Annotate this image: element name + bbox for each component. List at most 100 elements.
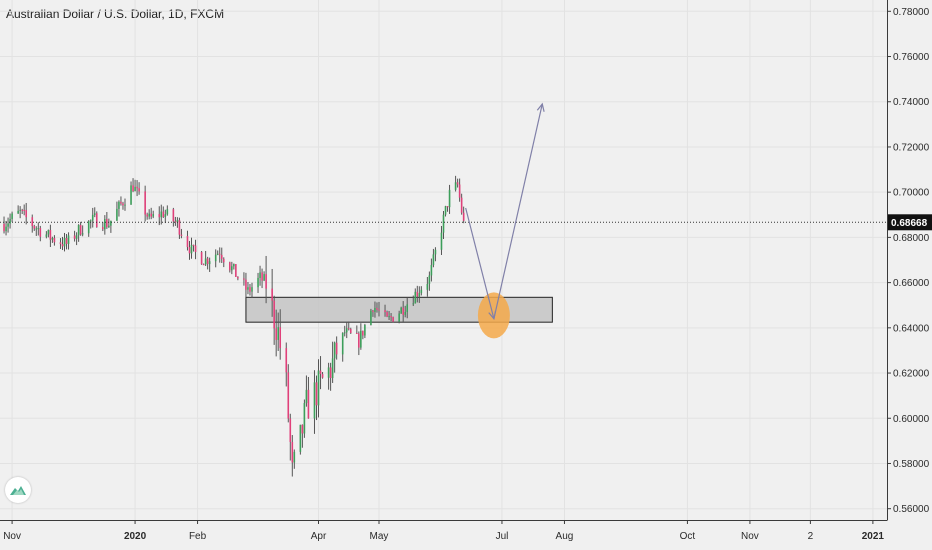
candle-body — [358, 333, 360, 348]
candle-body — [299, 424, 302, 452]
price-tick-label: 0.68000 — [893, 233, 930, 244]
candle-body — [237, 276, 239, 279]
candle-body — [89, 220, 92, 222]
candle-body — [150, 213, 152, 217]
price-tick-label: 0.60000 — [893, 414, 930, 425]
candle-body — [130, 185, 132, 205]
candle-body — [79, 225, 82, 235]
candle-body — [172, 209, 175, 222]
candle-body — [200, 252, 203, 265]
candle-body — [313, 382, 316, 419]
candle-body — [414, 291, 417, 304]
candle-body — [21, 209, 23, 211]
candle-body — [216, 253, 219, 255]
candle-body — [257, 277, 259, 288]
candle-body — [132, 185, 134, 192]
candle-body — [376, 307, 378, 310]
time-tick-label: 2020 — [124, 531, 147, 542]
candle-body — [45, 234, 48, 237]
candle-body — [178, 220, 181, 235]
candle-body — [372, 310, 374, 312]
candle-body — [345, 328, 348, 333]
candle-body — [343, 332, 346, 334]
price-tick-label: 0.62000 — [893, 369, 930, 380]
candle-body — [285, 348, 288, 373]
candle-body — [360, 330, 362, 348]
candle-body — [454, 182, 457, 190]
candle-body — [59, 242, 62, 245]
time-tick-label: 2021 — [862, 531, 885, 542]
candle-body — [275, 328, 277, 340]
candle-body — [158, 214, 161, 218]
candle-body — [63, 237, 66, 247]
candle-body — [51, 238, 54, 240]
candle-body — [287, 372, 290, 419]
candle-body — [364, 325, 366, 336]
time-tick-label: 2 — [808, 531, 814, 542]
last-price-label: 0.68668 — [891, 218, 928, 229]
candle-body — [77, 225, 80, 236]
time-tick-label: May — [370, 531, 389, 542]
candle-body — [430, 264, 433, 276]
candle-body — [349, 328, 352, 333]
candle-body — [208, 261, 211, 265]
candle-body — [19, 209, 21, 211]
projection-arrow-up — [536, 102, 545, 112]
time-tick-label: Nov — [3, 531, 21, 542]
candle-body — [102, 227, 104, 230]
last-price-badge — [888, 214, 932, 231]
candle-body — [388, 316, 390, 318]
candle-body — [416, 291, 419, 297]
candle-body — [73, 235, 76, 239]
candle-body — [261, 272, 263, 281]
candle-body — [81, 233, 84, 235]
candle-body — [442, 214, 445, 233]
candle-body — [265, 274, 267, 289]
candle-body — [406, 304, 409, 312]
candle-body — [263, 274, 265, 281]
candle-body — [420, 289, 423, 294]
time-tick-label: Jul — [496, 531, 509, 542]
candle-body — [458, 184, 461, 198]
candle-body — [174, 221, 177, 223]
price-tick-label: 0.64000 — [893, 323, 930, 334]
candle-body — [180, 234, 183, 236]
tradingview-logo[interactable] — [5, 477, 31, 503]
candle-body — [259, 272, 261, 278]
candle-body — [378, 309, 380, 311]
candle-body — [277, 327, 279, 340]
candle-body — [251, 287, 253, 292]
candle-body — [374, 307, 376, 312]
candle-body — [202, 264, 205, 266]
candles-layer — [3, 175, 465, 477]
time-axis-bg — [0, 520, 932, 550]
candle-body — [144, 191, 146, 215]
candle-body — [95, 213, 98, 228]
candle-body — [164, 214, 167, 217]
annotations-layer — [0, 102, 887, 339]
candle-body — [218, 253, 221, 255]
candle-body — [462, 212, 465, 221]
chart-grid — [0, 0, 887, 520]
candle-body — [301, 424, 304, 434]
candle-body — [49, 229, 52, 240]
candle-body — [231, 266, 233, 271]
candle-body — [386, 311, 388, 317]
candle-body — [186, 235, 189, 248]
candle-body — [333, 342, 336, 359]
candle-body — [446, 206, 449, 208]
candle-body — [5, 226, 7, 232]
candle-body — [33, 226, 36, 229]
candle-body — [67, 235, 70, 244]
candle-body — [412, 303, 415, 305]
candle-body — [279, 327, 282, 349]
candle-body — [136, 186, 138, 189]
candle-body — [160, 211, 163, 218]
candle-body — [315, 382, 318, 406]
candle-body — [233, 264, 235, 267]
candle-body — [249, 287, 251, 292]
time-tick-label: Apr — [311, 531, 327, 542]
candle-body — [190, 244, 193, 254]
candle-body — [404, 311, 406, 315]
